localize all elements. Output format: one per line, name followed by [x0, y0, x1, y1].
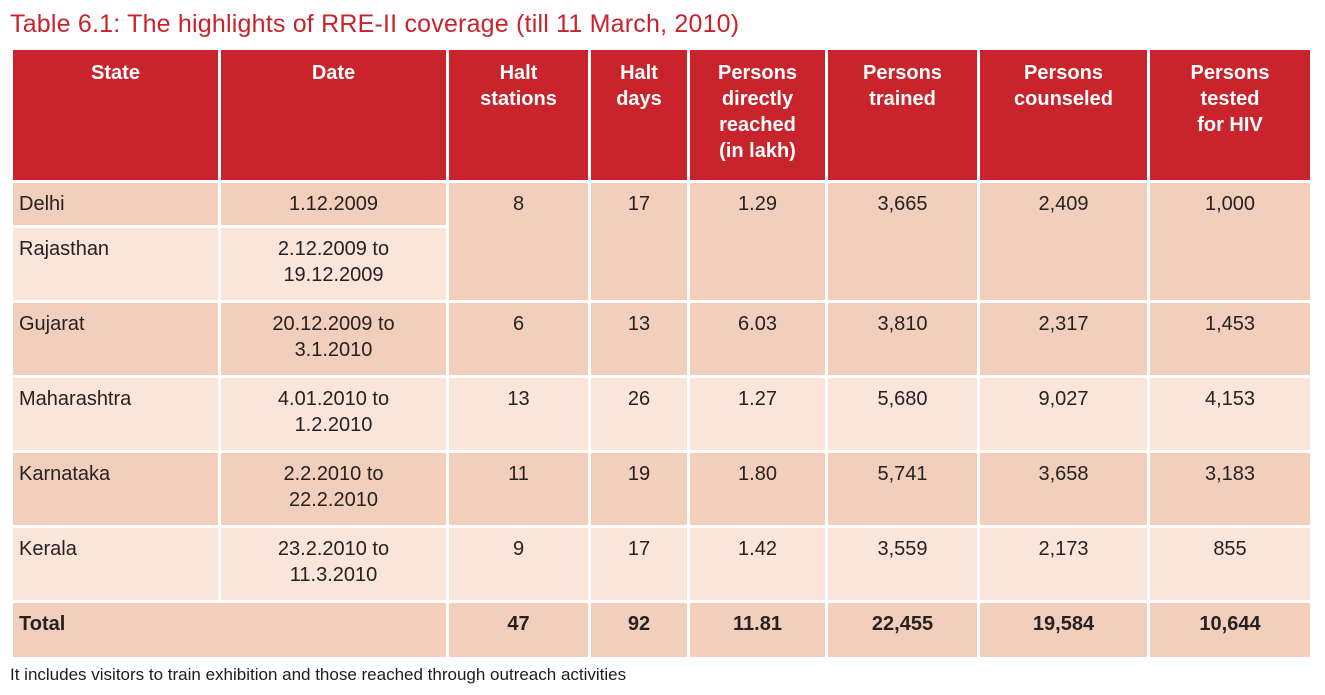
cell-delhi-date: 1.12.2009: [218, 180, 449, 228]
cell-kerala-state: Kerala: [10, 525, 221, 603]
table-row-kerala: Kerala 23.2.2010 to 11.3.2010 9 17 1.42 …: [10, 525, 1313, 603]
cell-maharashtra-state: Maharashtra: [10, 375, 221, 453]
cell-total-persons-tested: 10,644: [1147, 600, 1313, 660]
cell-karnataka-state: Karnataka: [10, 450, 221, 528]
table-row-delhi: Delhi 1.12.2009 8 17 1.29 3,665 2,409 1,…: [10, 180, 1313, 303]
cell-maharashtra-date: 4.01.2010 to 1.2.2010: [218, 375, 449, 453]
cell-karnataka-date: 2.2.2010 to 22.2.2010: [218, 450, 449, 528]
cell-rajasthan-state: Rajasthan: [10, 225, 221, 303]
cell-maharashtra-halt-stations: 13: [446, 375, 591, 453]
cell-delhi-state: Delhi: [10, 180, 221, 228]
cell-karnataka-halt-stations: 11: [446, 450, 591, 528]
cell-maharashtra-halt-days: 26: [588, 375, 690, 453]
table-body: Delhi 1.12.2009 8 17 1.29 3,665 2,409 1,…: [10, 180, 1313, 660]
cell-kerala-persons-trained: 3,559: [825, 525, 980, 603]
cell-gujarat-persons-counseled: 2,317: [977, 300, 1150, 378]
cell-merged-persons-reached: 1.29: [687, 180, 828, 303]
cell-karnataka-persons-reached: 1.80: [687, 450, 828, 528]
cell-gujarat-persons-tested: 1,453: [1147, 300, 1313, 378]
cell-gujarat-persons-trained: 3,810: [825, 300, 980, 378]
cell-kerala-halt-stations: 9: [446, 525, 591, 603]
cell-gujarat-date: 20.12.2009 to 3.1.2010: [218, 300, 449, 378]
cell-maharashtra-persons-reached: 1.27: [687, 375, 828, 453]
cell-gujarat-halt-stations: 6: [446, 300, 591, 378]
column-header-persons-trained: Persons trained: [825, 47, 980, 183]
cell-kerala-persons-reached: 1.42: [687, 525, 828, 603]
cell-kerala-persons-counseled: 2,173: [977, 525, 1150, 603]
column-header-persons-counseled: Persons counseled: [977, 47, 1150, 183]
column-header-date: Date: [218, 47, 449, 183]
column-header-state: State: [10, 47, 221, 183]
cell-karnataka-persons-tested: 3,183: [1147, 450, 1313, 528]
cell-kerala-date: 23.2.2010 to 11.3.2010: [218, 525, 449, 603]
cell-kerala-persons-tested: 855: [1147, 525, 1313, 603]
table-row-karnataka: Karnataka 2.2.2010 to 22.2.2010 11 19 1.…: [10, 450, 1313, 528]
cell-merged-halt-days: 17: [588, 180, 690, 303]
cell-maharashtra-persons-tested: 4,153: [1147, 375, 1313, 453]
column-header-persons-tested: Persons tested for HIV: [1147, 47, 1313, 183]
column-header-halt-stations: Halt stations: [446, 47, 591, 183]
cell-maharashtra-persons-trained: 5,680: [825, 375, 980, 453]
cell-karnataka-persons-counseled: 3,658: [977, 450, 1150, 528]
table-row-rajasthan: Rajasthan 2.12.2009 to 19.12.2009: [10, 225, 1312, 303]
cell-gujarat-state: Gujarat: [10, 300, 221, 378]
table-row-total: Total 47 92 11.81 22,455 19,584 10,644: [10, 600, 1313, 660]
cell-karnataka-persons-trained: 5,741: [825, 450, 980, 528]
cell-merged-halt-stations: 8: [446, 180, 591, 303]
cell-merged-persons-counseled: 2,409: [977, 180, 1150, 303]
table-header: State Date Halt stations Halt days Perso…: [10, 47, 1313, 183]
cell-kerala-halt-days: 17: [588, 525, 690, 603]
table-row-maharashtra: Maharashtra 4.01.2010 to 1.2.2010 13 26 …: [10, 375, 1313, 453]
column-header-persons-reached: Persons directly reached (in lakh): [687, 47, 828, 183]
cell-maharashtra-persons-counseled: 9,027: [977, 375, 1150, 453]
cell-merged-persons-tested: 1,000: [1147, 180, 1313, 303]
table-footnote: It includes visitors to train exhibition…: [10, 665, 627, 684]
cell-karnataka-halt-days: 19: [588, 450, 690, 528]
cell-rajasthan-date: 2.12.2009 to 19.12.2009: [218, 225, 449, 303]
cell-merged-persons-trained: 3,665: [825, 180, 980, 303]
cell-total-persons-reached: 11.81: [687, 600, 828, 660]
header-row: State Date Halt stations Halt days Perso…: [10, 47, 1313, 183]
cell-total-label: Total: [10, 600, 449, 660]
table-row-gujarat: Gujarat 20.12.2009 to 3.1.2010 6 13 6.03…: [10, 300, 1313, 378]
column-header-halt-days: Halt days: [588, 47, 690, 183]
cell-total-persons-trained: 22,455: [825, 600, 980, 660]
cell-total-halt-days: 92: [588, 600, 690, 660]
cell-total-persons-counseled: 19,584: [977, 600, 1150, 660]
cell-total-halt-stations: 47: [446, 600, 591, 660]
cell-gujarat-persons-reached: 6.03: [687, 300, 828, 378]
page-title: Table 6.1: The highlights of RRE-II cove…: [10, 10, 740, 38]
cell-gujarat-halt-days: 13: [588, 300, 690, 378]
data-table: State Date Halt stations Halt days Perso…: [10, 47, 1313, 660]
